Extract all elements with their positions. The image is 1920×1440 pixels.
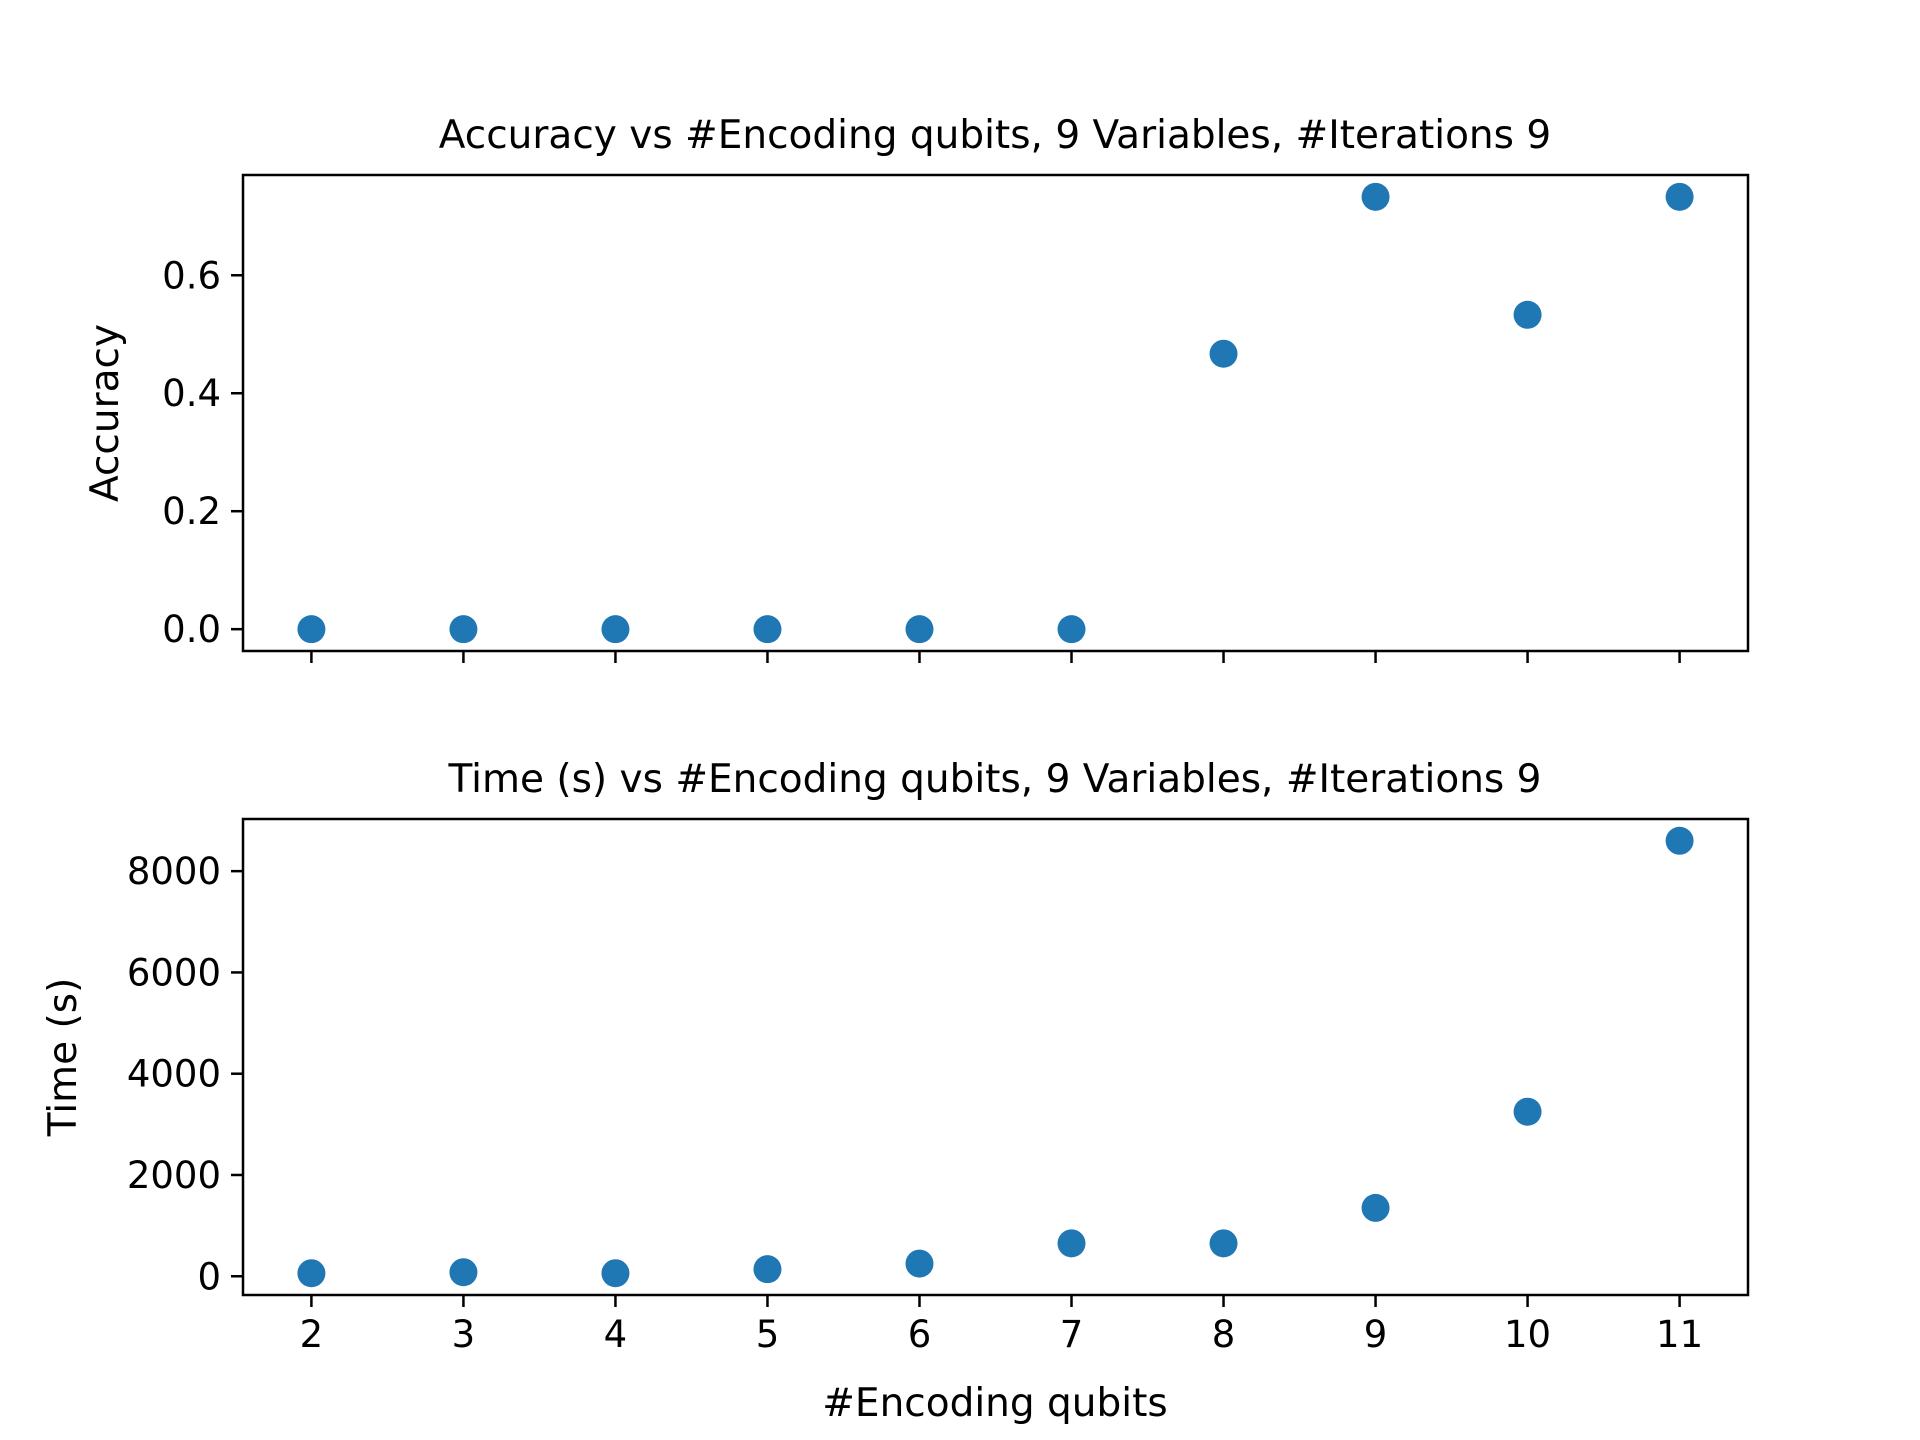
accuracy-y-tick-label: 0.0 xyxy=(162,608,221,651)
accuracy-y-ticks: 0.0 0.2 0.4 0.6 xyxy=(162,254,243,651)
time-x-ticks: 2 3 4 5 6 7 8 9 10 11 xyxy=(300,1295,1703,1356)
accuracy-data-point xyxy=(1513,300,1542,329)
accuracy-panel: Accuracy vs #Encoding qubits, 9 Variable… xyxy=(83,113,1750,663)
accuracy-data-point xyxy=(1361,182,1390,211)
time-x-tick-label: 11 xyxy=(1656,1313,1703,1356)
accuracy-data-point xyxy=(1057,615,1086,644)
time-chart-title: Time (s) vs #Encoding qubits, 9 Variable… xyxy=(448,757,1542,802)
time-y-tick-label: 0 xyxy=(197,1255,221,1298)
time-data-point xyxy=(1057,1229,1086,1258)
accuracy-x-ticks xyxy=(310,651,1681,663)
time-data-point xyxy=(1209,1229,1238,1258)
accuracy-y-tick-label: 0.4 xyxy=(162,372,221,415)
accuracy-data-point xyxy=(601,615,630,644)
time-y-tick-label: 6000 xyxy=(127,951,221,994)
accuracy-points xyxy=(297,182,1694,644)
time-y-tick-label: 8000 xyxy=(127,850,221,893)
time-x-axis-label: #Encoding qubits xyxy=(822,1381,1167,1426)
accuracy-data-point xyxy=(1209,339,1238,368)
time-x-tick-label: 8 xyxy=(1212,1313,1236,1356)
accuracy-y-axis-label: Accuracy xyxy=(83,324,128,502)
accuracy-data-point xyxy=(753,615,782,644)
time-x-tick-label: 2 xyxy=(300,1313,324,1356)
time-panel: Time (s) vs #Encoding qubits, 9 Variable… xyxy=(41,757,1750,1426)
time-x-tick-label: 3 xyxy=(452,1313,476,1356)
time-x-tick-label: 6 xyxy=(908,1313,932,1356)
time-data-point xyxy=(753,1255,782,1284)
accuracy-y-tick-label: 0.6 xyxy=(162,254,221,297)
time-x-tick-label: 7 xyxy=(1060,1313,1084,1356)
time-data-point xyxy=(905,1249,934,1278)
accuracy-data-point xyxy=(449,615,478,644)
accuracy-data-point xyxy=(1665,182,1694,211)
time-axes-frame xyxy=(241,817,1750,1297)
time-data-point xyxy=(449,1258,478,1287)
time-data-point xyxy=(1513,1097,1542,1126)
time-y-tick-label: 2000 xyxy=(127,1154,221,1197)
time-data-point xyxy=(1665,826,1694,855)
time-data-point xyxy=(1361,1193,1390,1222)
time-x-tick-label: 5 xyxy=(756,1313,780,1356)
accuracy-axes-frame xyxy=(241,173,1750,653)
time-y-tick-label: 4000 xyxy=(127,1053,221,1096)
accuracy-chart-title: Accuracy vs #Encoding qubits, 9 Variable… xyxy=(439,113,1551,158)
accuracy-data-point xyxy=(297,615,326,644)
time-data-point xyxy=(601,1259,630,1288)
accuracy-data-point xyxy=(905,615,934,644)
time-y-axis-label: Time (s) xyxy=(41,978,86,1138)
time-x-tick-label: 9 xyxy=(1364,1313,1388,1356)
time-x-tick-label: 10 xyxy=(1504,1313,1551,1356)
time-x-tick-label: 4 xyxy=(604,1313,628,1356)
time-data-point xyxy=(297,1259,326,1288)
time-y-ticks: 0 2000 4000 6000 8000 xyxy=(127,850,243,1298)
accuracy-y-tick-label: 0.2 xyxy=(162,490,221,533)
time-points xyxy=(297,826,1694,1288)
